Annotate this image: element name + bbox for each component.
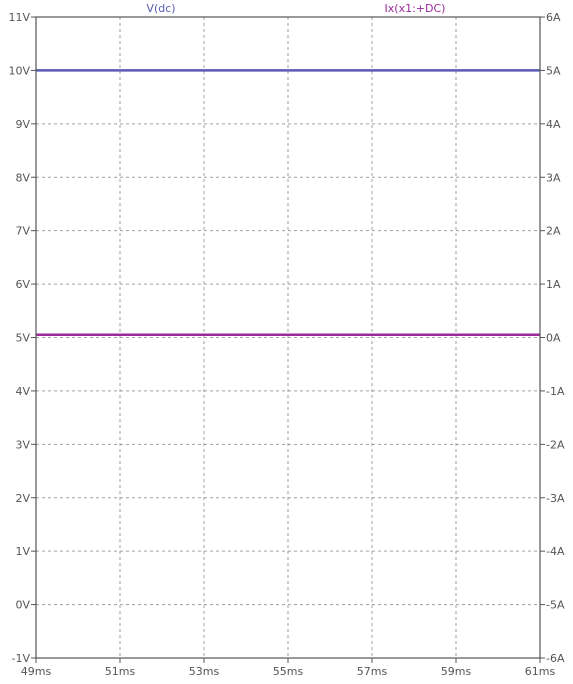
left-tick-label: 8V <box>15 171 30 184</box>
left-tick-label: 1V <box>15 545 30 558</box>
bottom-tick-label: 61ms <box>525 665 556 678</box>
right-tick-label: 5A <box>546 64 561 77</box>
bottom-tick-label: 53ms <box>189 665 220 678</box>
trace-label-ix[interactable]: Ix(x1:+DC) <box>385 2 446 15</box>
left-tick-label: 6V <box>15 278 30 291</box>
bottom-tick-label: 55ms <box>273 665 304 678</box>
bottom-tick-label: 59ms <box>441 665 472 678</box>
left-tick-label: 2V <box>15 492 30 505</box>
right-tick-label: -6A <box>546 652 565 665</box>
left-tick-label: 0V <box>15 599 30 612</box>
right-tick-label: -2A <box>546 438 565 451</box>
right-tick-label: -5A <box>546 599 565 612</box>
right-tick-label: 4A <box>546 118 561 131</box>
right-tick-label: 6A <box>546 11 561 24</box>
left-tick-label: 11V <box>8 11 30 24</box>
left-tick-label: -1V <box>12 652 31 665</box>
right-tick-label: -3A <box>546 492 565 505</box>
trace-layer <box>36 69 540 337</box>
right-tick-label: 0A <box>546 332 561 345</box>
left-tick-label: 10V <box>8 64 30 77</box>
left-tick-label: 5V <box>15 332 30 345</box>
right-tick-label: -4A <box>546 545 565 558</box>
left-tick-label: 4V <box>15 385 30 398</box>
bottom-tick-label: 57ms <box>357 665 388 678</box>
bottom-tick-label: 49ms <box>21 665 52 678</box>
grid-layer <box>36 17 540 658</box>
left-tick-label: 9V <box>15 118 30 131</box>
right-tick-label: 1A <box>546 278 561 291</box>
right-tick-label: 2A <box>546 225 561 238</box>
right-axis-current: 6A 5A 4A 3A 2A 1A 0A -1A -2A -3A -4A -5A -6A <box>540 11 565 665</box>
left-tick-label: 3V <box>15 438 30 451</box>
left-tick-label: 7V <box>15 225 30 238</box>
bottom-tick-label: 51ms <box>105 665 136 678</box>
right-tick-label: -1A <box>546 385 565 398</box>
trace-label-vdc[interactable]: V(dc) <box>146 2 175 15</box>
left-axis-voltage: 11V 10V 9V 8V 7V 6V 5V 4V 3V 2V 1V 0V -1V <box>8 11 36 665</box>
right-tick-label: 3A <box>546 171 561 184</box>
bottom-axis-time: 49ms 51ms 53ms 55ms 57ms 59ms 61ms <box>21 658 556 678</box>
